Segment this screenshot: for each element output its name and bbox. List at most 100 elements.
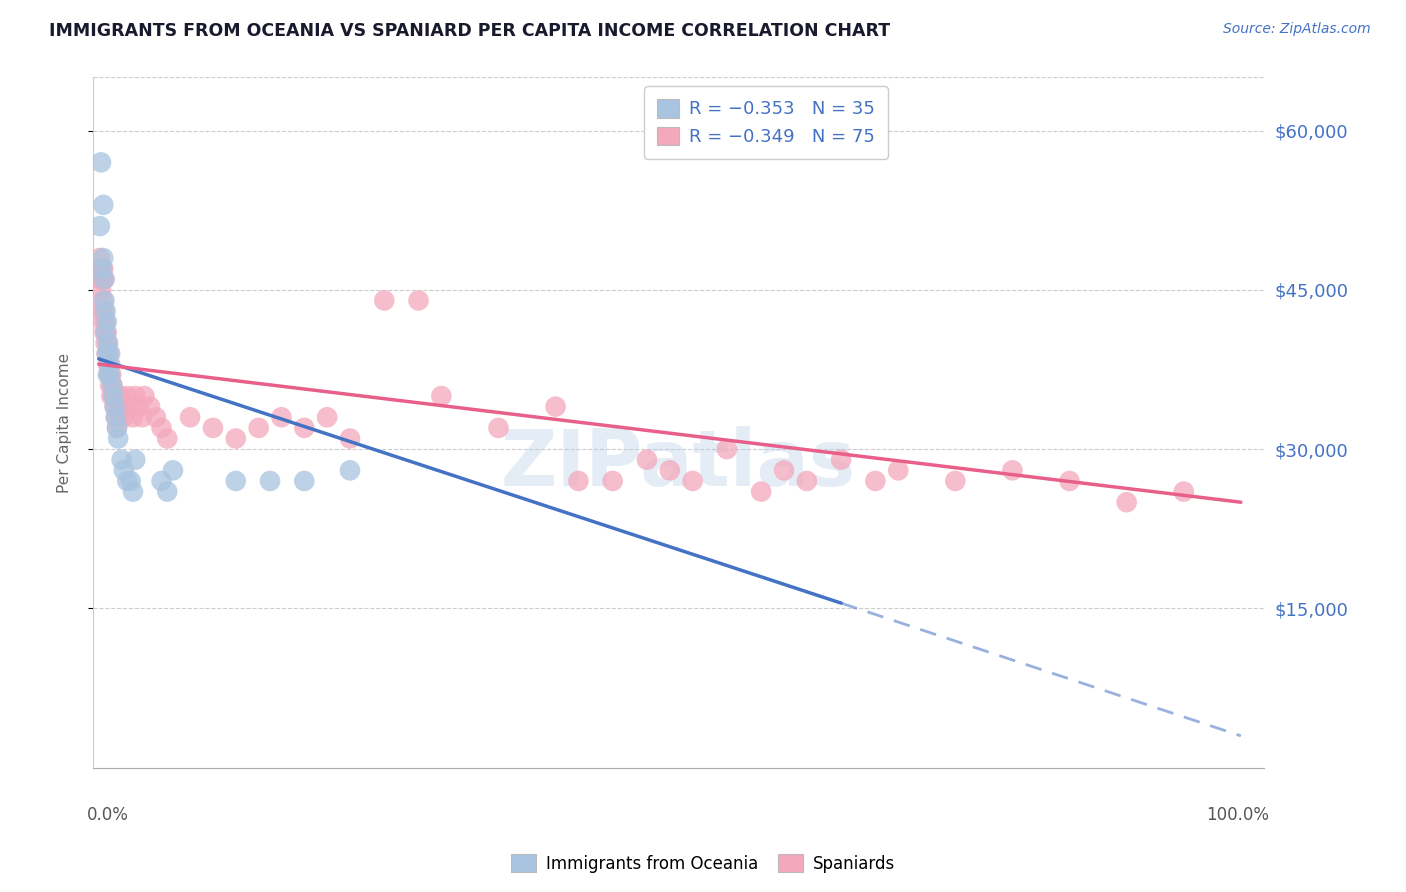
Point bbox=[602, 474, 624, 488]
Point bbox=[94, 304, 117, 318]
Point bbox=[98, 357, 121, 371]
Point bbox=[179, 410, 201, 425]
Point bbox=[97, 368, 120, 382]
Point bbox=[124, 452, 146, 467]
Point bbox=[105, 421, 128, 435]
Text: ZIPatlas: ZIPatlas bbox=[501, 426, 856, 502]
Point bbox=[316, 410, 339, 425]
Point bbox=[339, 463, 361, 477]
Point bbox=[156, 484, 179, 499]
Point bbox=[162, 463, 184, 477]
Legend: Immigrants from Oceania, Spaniards: Immigrants from Oceania, Spaniards bbox=[505, 847, 901, 880]
Text: Source: ZipAtlas.com: Source: ZipAtlas.com bbox=[1223, 22, 1371, 37]
Point bbox=[567, 474, 589, 488]
Point bbox=[97, 335, 120, 350]
Point bbox=[98, 368, 121, 382]
Text: IMMIGRANTS FROM OCEANIA VS SPANIARD PER CAPITA INCOME CORRELATION CHART: IMMIGRANTS FROM OCEANIA VS SPANIARD PER … bbox=[49, 22, 890, 40]
Point bbox=[544, 400, 567, 414]
Point bbox=[247, 421, 270, 435]
Point bbox=[796, 474, 818, 488]
Point bbox=[110, 400, 132, 414]
Point bbox=[91, 198, 114, 212]
Point bbox=[139, 400, 162, 414]
Point bbox=[93, 272, 115, 286]
Point bbox=[292, 474, 315, 488]
Point bbox=[104, 410, 127, 425]
Point bbox=[430, 389, 453, 403]
Point bbox=[91, 251, 114, 265]
Point bbox=[93, 304, 115, 318]
Point bbox=[98, 378, 121, 392]
Point bbox=[339, 432, 361, 446]
Point bbox=[93, 326, 115, 340]
Point bbox=[112, 410, 135, 425]
Point bbox=[104, 400, 127, 414]
Point bbox=[94, 326, 117, 340]
Point bbox=[89, 251, 111, 265]
Point bbox=[887, 463, 910, 477]
Point bbox=[98, 346, 121, 360]
Point bbox=[110, 452, 132, 467]
Text: 100.0%: 100.0% bbox=[1206, 805, 1270, 823]
Y-axis label: Per Capita Income: Per Capita Income bbox=[58, 352, 72, 492]
Point bbox=[100, 368, 122, 382]
Point bbox=[636, 452, 658, 467]
Point bbox=[100, 389, 122, 403]
Point bbox=[225, 474, 247, 488]
Point bbox=[97, 357, 120, 371]
Point bbox=[107, 432, 129, 446]
Point bbox=[101, 378, 124, 392]
Point bbox=[865, 474, 887, 488]
Point bbox=[97, 335, 120, 350]
Point bbox=[91, 261, 114, 276]
Point bbox=[89, 272, 111, 286]
Point bbox=[103, 389, 125, 403]
Point bbox=[122, 410, 145, 425]
Point bbox=[117, 389, 139, 403]
Point bbox=[93, 272, 115, 286]
Point bbox=[682, 474, 704, 488]
Point bbox=[716, 442, 738, 456]
Point bbox=[658, 463, 681, 477]
Point bbox=[408, 293, 430, 308]
Point bbox=[101, 378, 124, 392]
Point bbox=[91, 304, 114, 318]
Point bbox=[117, 474, 139, 488]
Point bbox=[103, 389, 125, 403]
Point bbox=[105, 421, 128, 435]
Point bbox=[94, 335, 117, 350]
Point bbox=[150, 474, 173, 488]
Point bbox=[98, 357, 121, 371]
Point bbox=[943, 474, 966, 488]
Point bbox=[1059, 474, 1081, 488]
Point bbox=[91, 272, 114, 286]
Point bbox=[104, 400, 127, 414]
Point bbox=[110, 389, 132, 403]
Point bbox=[90, 261, 112, 276]
Point bbox=[90, 155, 112, 169]
Point bbox=[1115, 495, 1137, 509]
Point bbox=[108, 410, 131, 425]
Point bbox=[98, 368, 121, 382]
Point bbox=[93, 293, 115, 308]
Point bbox=[1001, 463, 1024, 477]
Point bbox=[259, 474, 281, 488]
Point bbox=[150, 421, 173, 435]
Point bbox=[373, 293, 395, 308]
Point bbox=[104, 410, 127, 425]
Point bbox=[488, 421, 510, 435]
Point bbox=[91, 261, 114, 276]
Point bbox=[107, 400, 129, 414]
Point bbox=[120, 474, 142, 488]
Point bbox=[96, 326, 118, 340]
Point bbox=[122, 484, 145, 499]
Point bbox=[118, 400, 141, 414]
Point bbox=[830, 452, 852, 467]
Point bbox=[201, 421, 224, 435]
Point bbox=[112, 463, 135, 477]
Point bbox=[270, 410, 292, 425]
Point bbox=[94, 315, 117, 329]
Point bbox=[128, 400, 150, 414]
Point bbox=[91, 293, 114, 308]
Point bbox=[98, 346, 121, 360]
